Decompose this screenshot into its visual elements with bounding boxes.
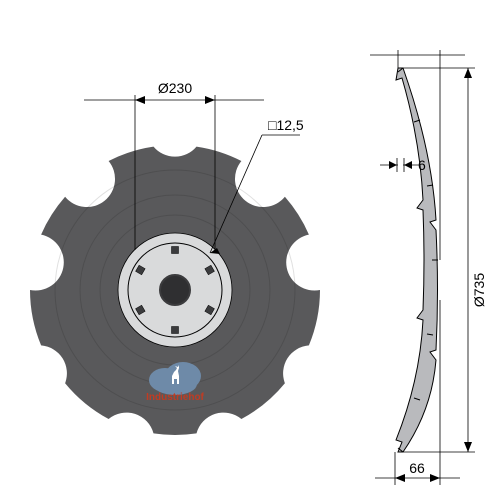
- label-bolt-hole: □12,5: [268, 117, 304, 133]
- side-view: 6 Ø735 66: [370, 50, 487, 485]
- dimension-edge-thickness: 6: [380, 157, 426, 173]
- label-concavity: 66: [409, 460, 425, 476]
- brand-text: Industriehof: [146, 392, 204, 403]
- label-outer-diameter: Ø735: [471, 273, 487, 307]
- front-view: Industriehof Ø230 □12,5: [30, 80, 320, 435]
- technical-drawing: Industriehof Ø230 □12,5: [0, 0, 500, 500]
- label-bolt-circle: Ø230: [158, 80, 192, 96]
- blade-profile: [396, 68, 438, 452]
- label-edge-thickness: 6: [418, 157, 426, 173]
